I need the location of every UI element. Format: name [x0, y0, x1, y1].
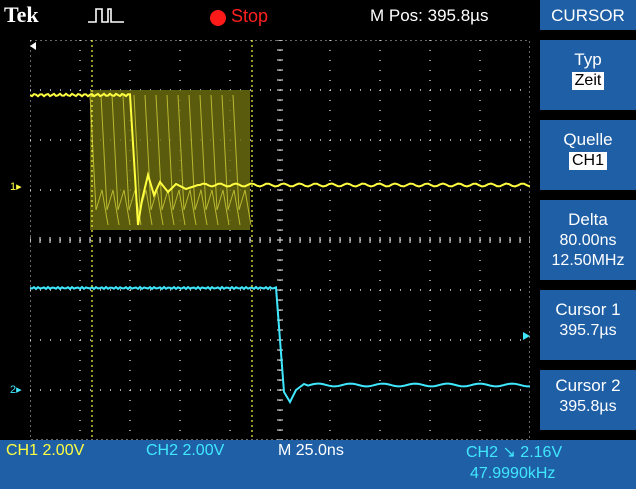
delta-label: Delta: [568, 210, 608, 229]
ch1-waveform: [30, 92, 530, 226]
trigger-position-marker: [30, 42, 36, 50]
brand-logo: Tek: [4, 2, 39, 27]
delta-readout: Delta 80.00ns 12.50MHz: [540, 200, 636, 280]
typ-value: Zeit: [571, 72, 605, 90]
cursor1-value: 395.7µs: [559, 322, 617, 339]
bottom-status-bar: CH1 2.00V CH2 2.00V M 25.0ns CH2 ↘ 2.16V…: [0, 440, 636, 489]
ch1-ground-marker: 1▸: [10, 181, 22, 193]
graticule: [30, 40, 530, 440]
acquisition-status: Stop: [231, 6, 269, 26]
quelle-label: Quelle: [563, 130, 613, 149]
waveform-screen: [30, 40, 530, 440]
trigger-level-marker: [523, 332, 530, 340]
ch1-scale: CH1 2.00V: [6, 442, 85, 459]
typ-label: Typ: [574, 50, 602, 69]
trigger-pulse-icon: [88, 8, 124, 23]
typ-button[interactable]: Typ Zeit: [540, 40, 636, 110]
ch2-ground-marker: 2▸: [10, 384, 22, 396]
cursor2-button[interactable]: Cursor 2 395.8µs: [540, 370, 636, 430]
cursor1-button[interactable]: Cursor 1 395.7µs: [540, 290, 636, 360]
top-status-bar: Tek Stop M Pos: 395.8µs: [0, 0, 540, 30]
ch2-waveform: [30, 285, 530, 405]
quelle-button[interactable]: Quelle CH1: [540, 120, 636, 190]
stop-indicator-icon: [210, 10, 226, 26]
trigger-frequency: 47.9990kHz: [470, 465, 556, 482]
horizontal-position: M Pos: 395.8µs: [370, 6, 489, 25]
trigger-readout: CH2 ↘ 2.16V: [466, 444, 563, 461]
timebase: M 25.0ns: [278, 442, 344, 459]
ch1-persistence-band: [89, 90, 252, 230]
menu-title: CURSOR: [540, 0, 636, 30]
delta-freq: 12.50MHz: [551, 252, 625, 269]
delta-time: 80.00ns: [559, 232, 617, 249]
cursor-menu: CURSOR Typ Zeit Quelle CH1 Delta 80.00ns…: [540, 0, 636, 430]
quelle-value: CH1: [568, 152, 607, 170]
ch2-scale: CH2 2.00V: [146, 442, 225, 459]
cursor1-label: Cursor 1: [555, 300, 621, 319]
cursor2-value: 395.8µs: [559, 398, 617, 415]
cursor2-label: Cursor 2: [555, 376, 621, 395]
